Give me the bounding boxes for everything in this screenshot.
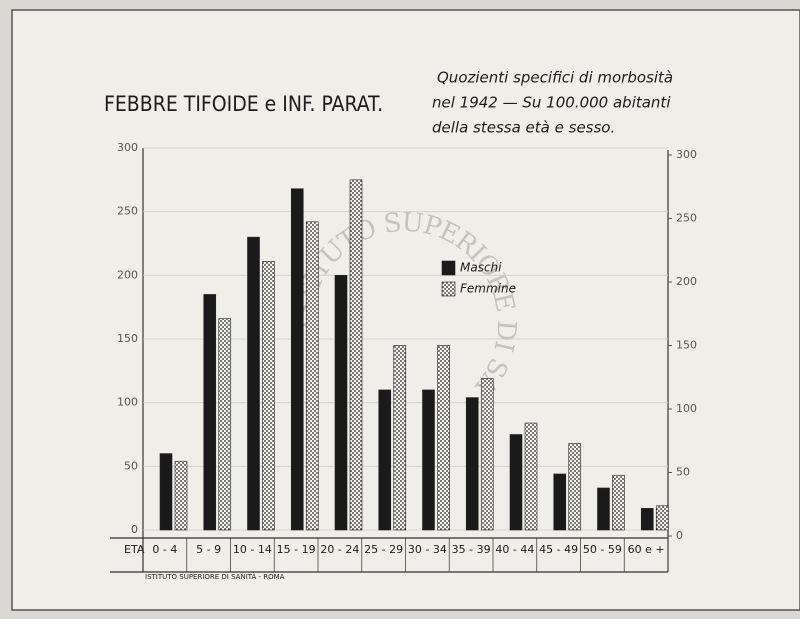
- bar: [509, 434, 523, 531]
- y-tick-label: 0: [131, 523, 138, 536]
- x-tick-label: 30 - 34: [408, 543, 447, 556]
- bar: [422, 389, 435, 531]
- x-tick-label: 50 - 59: [583, 543, 622, 556]
- y2-tick-label: 200: [676, 275, 697, 288]
- bar: [437, 345, 450, 531]
- subtitle-line: Quozienti specifici di morbosità: [437, 69, 673, 87]
- y2-tick-label: 150: [676, 339, 697, 352]
- bar: [553, 473, 567, 531]
- bar: [597, 487, 610, 531]
- bar: [305, 221, 319, 531]
- bar: [334, 275, 348, 531]
- y-tick-label: 200: [117, 268, 138, 281]
- y2-tick-label: 300: [676, 148, 697, 161]
- bar: [480, 378, 494, 531]
- bar: [393, 345, 407, 531]
- bar: [290, 188, 304, 531]
- bar: [203, 294, 217, 531]
- y2-tick-label: 250: [676, 212, 697, 225]
- bar: [262, 261, 275, 531]
- x-tick-label: 20 - 24: [320, 543, 359, 556]
- x-tick-label: 45 - 49: [539, 543, 578, 556]
- y-tick-label: 300: [117, 141, 138, 154]
- bar: [568, 443, 582, 531]
- x-tick-label: 35 - 39: [452, 543, 491, 556]
- y-tick-label: 150: [117, 332, 138, 345]
- bar: [378, 389, 392, 531]
- legend-swatch: [441, 260, 456, 276]
- bar: [612, 474, 625, 531]
- y-tick-label: 50: [124, 459, 138, 472]
- x-tick-label: 25 - 29: [364, 543, 403, 556]
- bar: [247, 236, 260, 531]
- y2-tick-label: 100: [676, 402, 697, 415]
- bar: [159, 453, 173, 531]
- legend-swatch: [441, 281, 456, 297]
- subtitle-line: nel 1942 — Su 100.000 abitanti: [432, 94, 671, 112]
- legend-label: Maschi: [460, 261, 502, 275]
- bar: [465, 397, 479, 531]
- y2-tick-label: 0: [676, 529, 683, 542]
- y-tick-label: 100: [117, 396, 138, 409]
- x-tick-label: 60 e +: [628, 543, 665, 556]
- subtitle-line: della stessa età e sesso.: [432, 119, 615, 137]
- bar: [218, 318, 232, 531]
- x-tick-label: 10 - 14: [233, 543, 272, 556]
- x-tick-label: 0 - 4: [152, 543, 177, 556]
- x-tick-label: 5 - 9: [196, 543, 221, 556]
- footer: ISTITUTO SUPERIORE DI SANITÀ - ROMA: [145, 572, 285, 581]
- y-tick-label: 250: [117, 205, 138, 218]
- legend-label: Femmine: [460, 282, 516, 296]
- bar: [655, 505, 669, 531]
- chart-title: FEBBRE TIFOIDE e INF. PARAT.: [104, 92, 383, 116]
- bar: [640, 508, 654, 531]
- y2-tick-label: 50: [676, 466, 690, 479]
- bar: [524, 422, 538, 531]
- bar: [174, 460, 188, 531]
- x-tick-label: 15 - 19: [277, 543, 316, 556]
- x-axis-label: ETA: [124, 543, 145, 556]
- x-tick-label: 40 - 44: [495, 543, 534, 556]
- bar: [349, 179, 363, 531]
